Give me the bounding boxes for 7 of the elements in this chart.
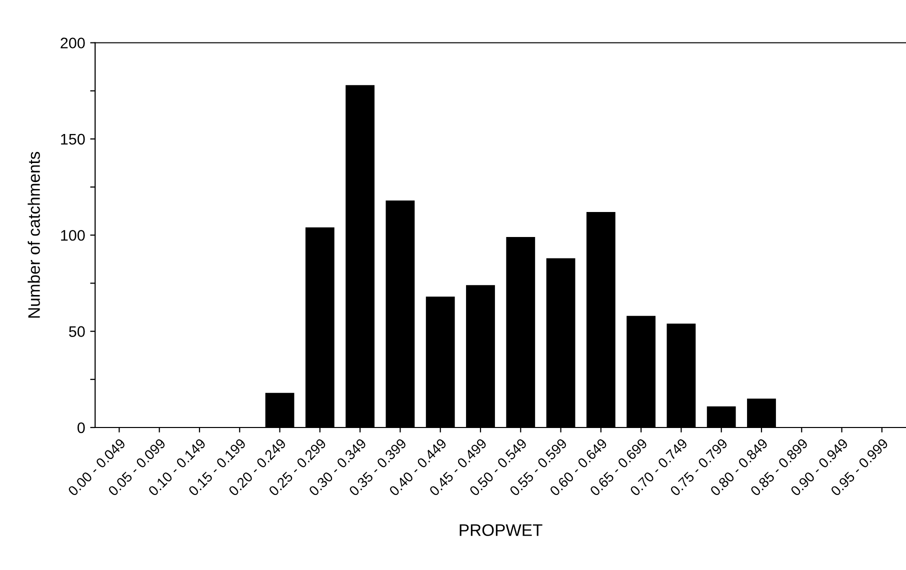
- y-axis-title: Number of catchments: [28, 152, 40, 318]
- y-tick-label: 0: [78, 422, 85, 434]
- y-tick-label: 150: [61, 134, 85, 145]
- y-tick-label: 50: [69, 326, 85, 337]
- y-tick-label: 200: [60, 38, 85, 48]
- x-axis-title: PROPWET: [460, 524, 542, 536]
- y-tick-label: 100: [61, 230, 85, 241]
